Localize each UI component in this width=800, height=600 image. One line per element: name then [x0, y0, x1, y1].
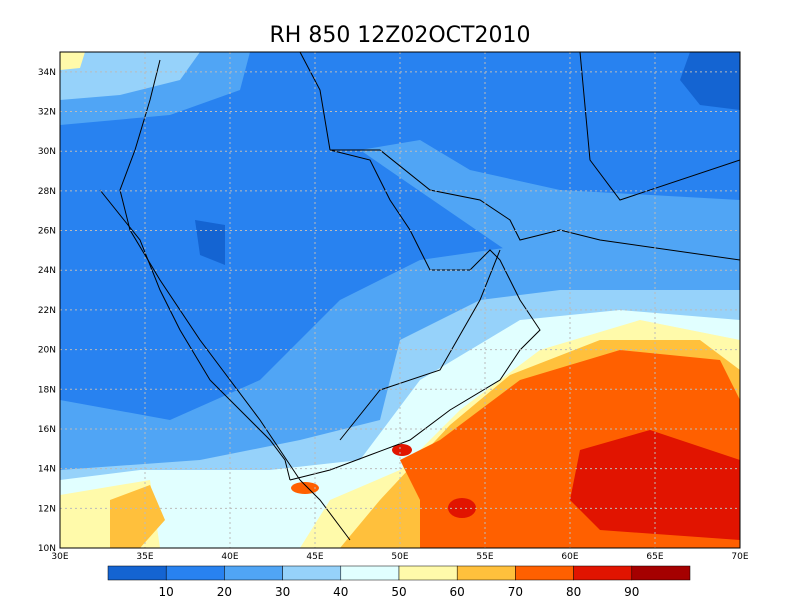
level-9 [392, 444, 412, 456]
lat-label: 18N [38, 385, 56, 395]
colorbar-box [398, 565, 458, 581]
colorbar-box [515, 565, 574, 581]
lat-label: 34N [38, 68, 56, 78]
coast [330, 149, 740, 261]
level-9 [570, 430, 740, 540]
level-7 [110, 485, 165, 548]
lon-label: 35E [136, 552, 153, 562]
colorbar-box [107, 565, 167, 581]
colorbar-box [165, 565, 225, 581]
colorbar-label: 60 [450, 585, 465, 599]
colorbar-label: 80 [566, 585, 581, 599]
level-8 [291, 482, 319, 494]
colorbar-box [456, 565, 516, 581]
colorbar-label: 50 [391, 585, 406, 599]
colorbar-label: 40 [333, 585, 348, 599]
level-6 [60, 52, 85, 70]
colorbar-box [340, 565, 400, 581]
lat-label: 12N [38, 504, 56, 514]
colorbar-label: 10 [159, 585, 174, 599]
lat-label: 14N [38, 465, 56, 475]
colorbar-label: 90 [624, 585, 639, 599]
lat-label: 22N [38, 306, 56, 316]
title: RH 850 12Z02OCT2010 [270, 23, 531, 48]
coast [99, 189, 291, 481]
colorbar-label: 30 [275, 585, 290, 599]
lat-label: 16N [38, 425, 56, 435]
colorbar-box [573, 565, 633, 581]
lon-label: 60E [561, 552, 578, 562]
coast [299, 479, 351, 541]
level-4 [60, 52, 200, 100]
colorbar-box [282, 565, 342, 581]
lat-label: 28N [38, 187, 56, 197]
lon-label: 45E [306, 552, 323, 562]
lon-label: 40E [221, 552, 238, 562]
lat-label: 20N [38, 346, 56, 356]
lat-label: 26N [38, 227, 56, 237]
border [339, 249, 501, 441]
coast [119, 59, 301, 481]
coastlines [99, 52, 740, 541]
border [299, 52, 331, 151]
lat-label: 24N [38, 266, 56, 276]
border [579, 52, 740, 201]
level-1 [195, 220, 225, 265]
lon-label: 30E [51, 552, 68, 562]
colorbar: 10 20 30 40 50 60 70 80 90 [107, 565, 691, 599]
lon-label: 65E [646, 552, 663, 562]
lon-label: 70E [731, 552, 748, 562]
lon-label: 50E [391, 552, 408, 562]
plot-frame [59, 51, 741, 549]
colorbar-box [631, 565, 691, 581]
colorbar-label: 70 [508, 585, 523, 599]
colorbar-box [224, 565, 283, 581]
coast [289, 149, 541, 481]
lon-label: 55E [476, 552, 493, 562]
level-1 [680, 52, 740, 110]
lat-label: 32N [38, 108, 56, 118]
lat-label: 30N [38, 147, 56, 157]
grid: 30E 35E 40E 45E 50E 55E 60E 65E 70E 10N 12N 14N 16N 1… [38, 52, 749, 562]
colorbar-label: 20 [217, 585, 232, 599]
lat-label: 10N [38, 544, 56, 554]
